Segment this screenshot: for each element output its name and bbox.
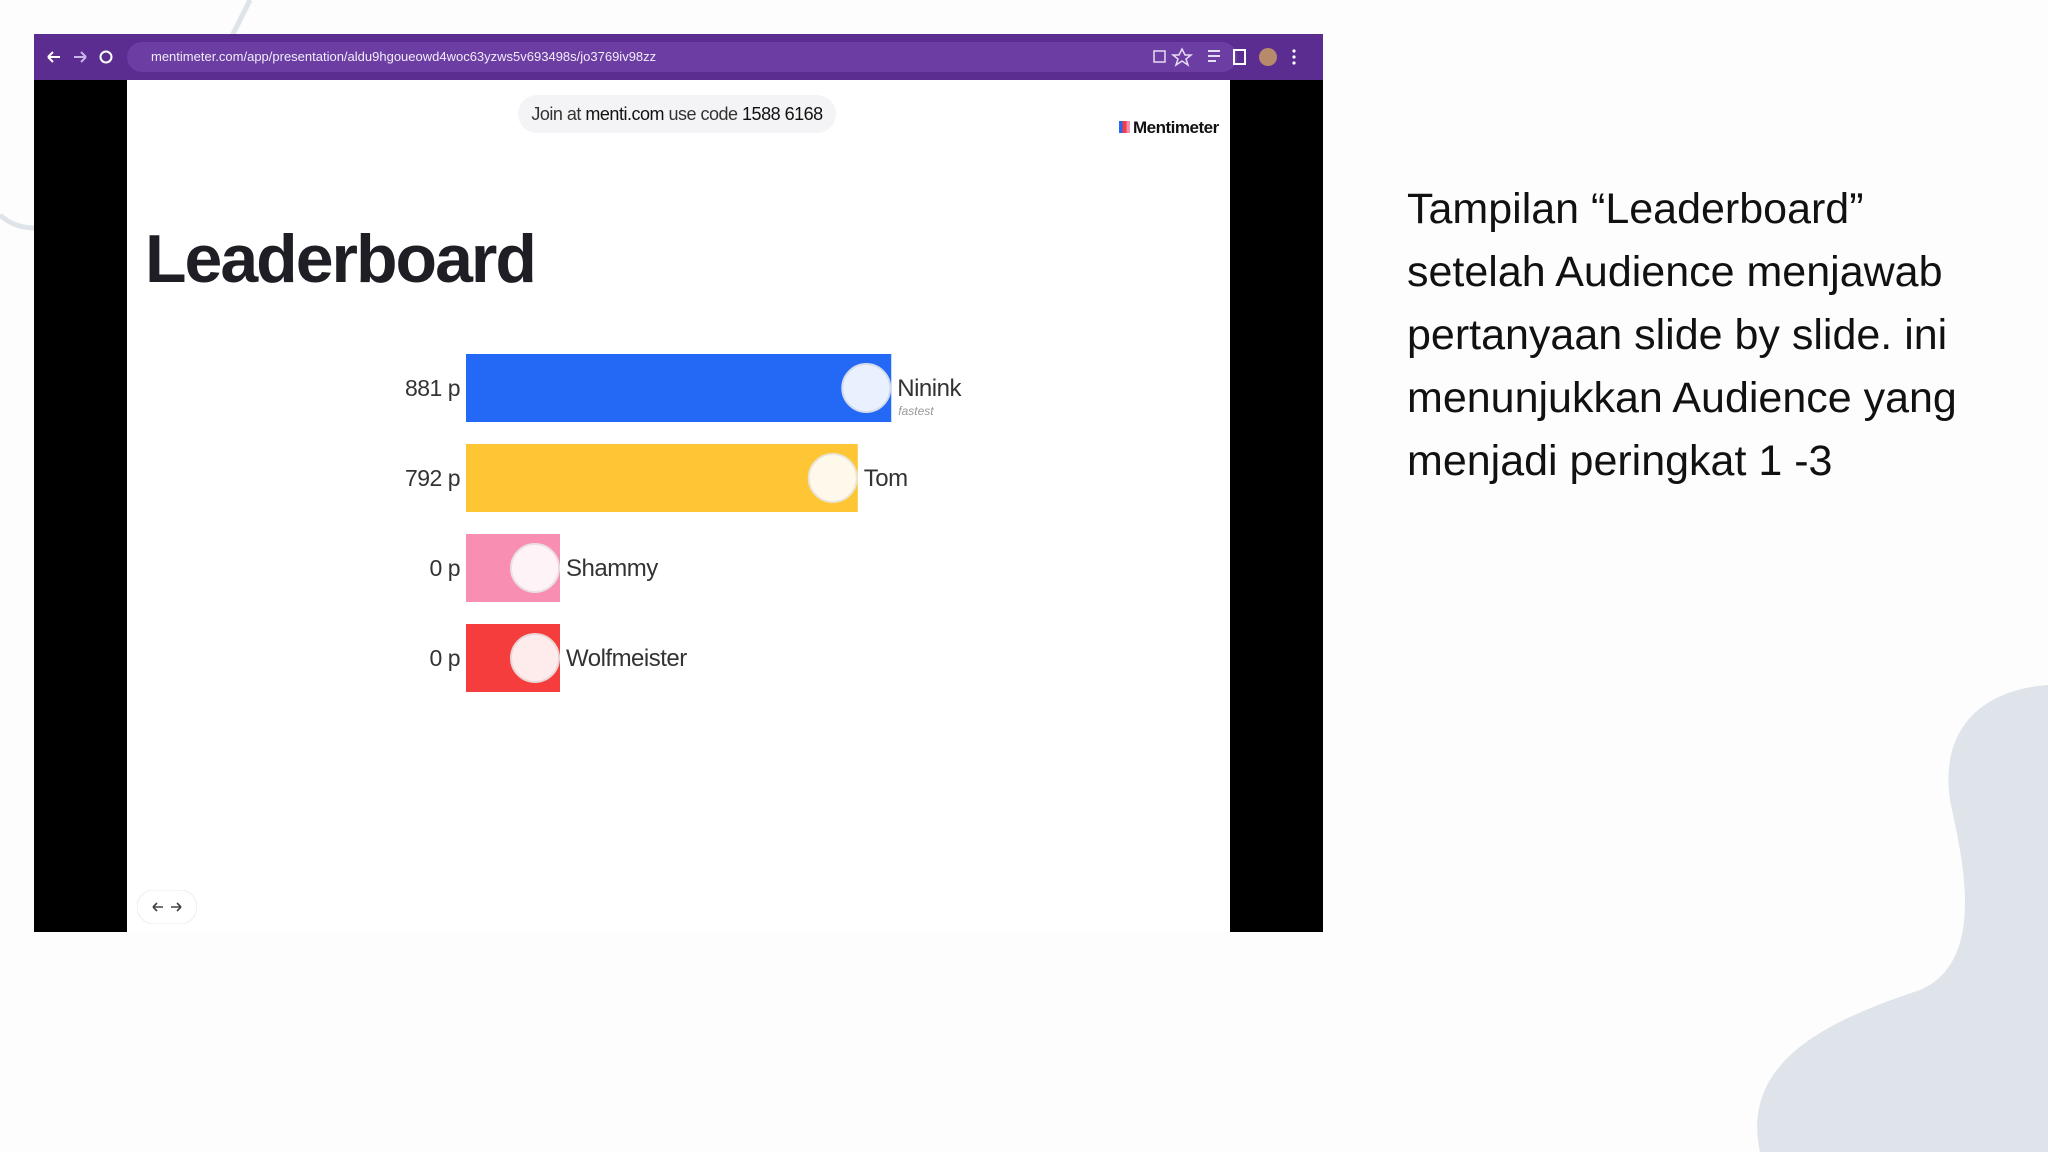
leaderboard: 881 p Ninink fastest 792 p Tom 0 p Shammy 0 p Wo… bbox=[405, 354, 963, 692]
player-name: Wolfmeister bbox=[566, 645, 687, 672]
score-bar bbox=[466, 354, 892, 422]
brand-name: Mentimeter bbox=[1133, 118, 1219, 137]
avatar bbox=[510, 543, 560, 593]
player-name: Ninink bbox=[897, 375, 962, 402]
join-text: Join at bbox=[531, 104, 581, 124]
score-label: 0 p bbox=[430, 555, 460, 581]
avatar bbox=[841, 363, 892, 413]
slide: Join at menti.com use code 1588 6168 Men… bbox=[127, 80, 1230, 932]
score-label: 0 p bbox=[430, 645, 460, 671]
join-code: 1588 6168 bbox=[742, 104, 823, 124]
score-bar bbox=[466, 444, 858, 512]
avatar bbox=[510, 633, 560, 683]
nav-buttons[interactable] bbox=[44, 46, 124, 68]
player-badge: fastest bbox=[898, 404, 934, 418]
player-name: Tom bbox=[864, 465, 908, 492]
browser-window: mentimeter.com/app/presentation/aldu9hgo… bbox=[34, 34, 1323, 932]
browser-icons[interactable] bbox=[1144, 46, 1314, 68]
avatar bbox=[807, 453, 858, 503]
join-text: use code bbox=[668, 104, 738, 124]
address-bar[interactable]: mentimeter.com/app/presentation/aldu9hgo… bbox=[127, 42, 1237, 72]
browser-toolbar: mentimeter.com/app/presentation/aldu9hgo… bbox=[34, 34, 1323, 80]
score-label: 792 p bbox=[405, 465, 460, 491]
slide-title: Leaderboard bbox=[145, 221, 537, 297]
join-banner: Join at menti.com use code 1588 6168 bbox=[518, 95, 836, 133]
slide-nav[interactable] bbox=[137, 890, 197, 924]
join-site: menti.com bbox=[585, 104, 664, 124]
caption: Tampilan “Leaderboard” setelah Audience … bbox=[1407, 185, 1957, 485]
player-name: Shammy bbox=[566, 555, 658, 582]
score-label: 881 p bbox=[405, 375, 460, 401]
brand-logo: Mentimeter bbox=[1119, 118, 1219, 138]
logo-mark bbox=[1119, 121, 1130, 133]
